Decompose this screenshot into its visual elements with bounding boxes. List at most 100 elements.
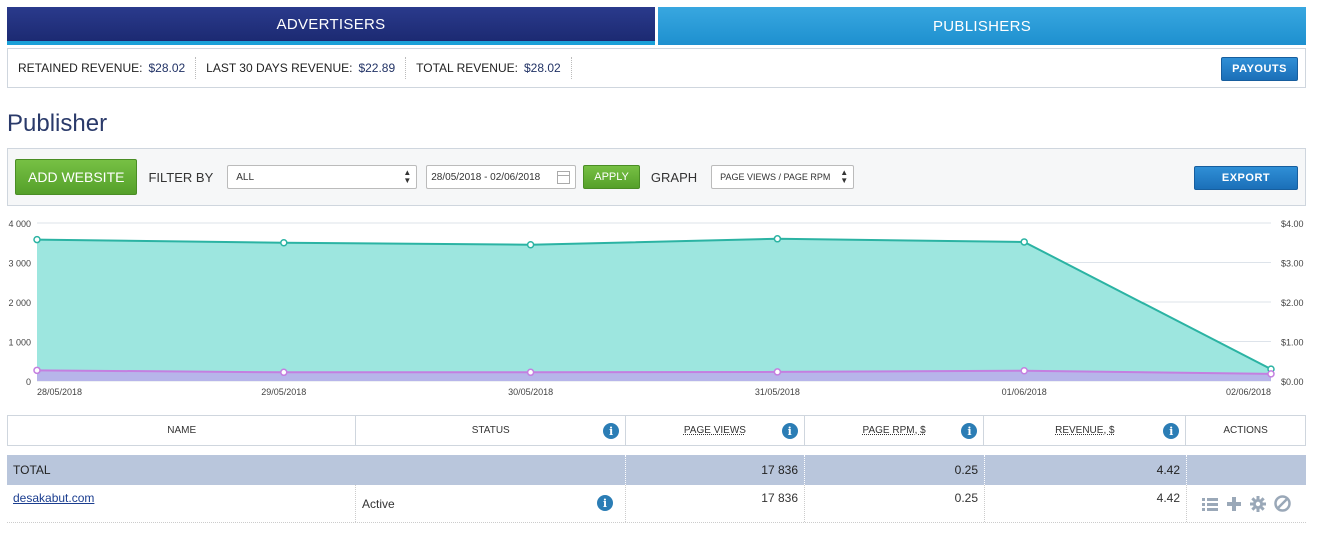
y-right-tick-label: $3.00 xyxy=(1281,259,1304,269)
page-rpm-point xyxy=(33,366,41,375)
graph-select[interactable]: PAGE VIEWS / PAGE RPM ▲ ▼ xyxy=(711,165,855,189)
info-icon[interactable]: i xyxy=(781,423,798,439)
site-link[interactable]: desakabut.com xyxy=(13,491,95,505)
page-views-chart: 0 1 000 2 000 3 000 4 000 $0.00 $1.00 $2.00 $3.0… xyxy=(8,219,1304,397)
last-30-days-revenue: LAST 30 DAYS REVENUE: $22.89 xyxy=(196,57,407,79)
page-views-point xyxy=(33,235,41,244)
tab-publishers[interactable]: PUBLISHERS xyxy=(658,7,1306,45)
filter-toolbar: ADD WEBSITE FILTER BY ALL ▲ ▼ 28/05/2018 … xyxy=(7,148,1306,206)
plus-icon[interactable] xyxy=(1226,496,1242,512)
col-page-rpm-label: PAGE RPM, $ xyxy=(862,425,926,436)
page-views-area xyxy=(37,238,1271,381)
tab-advertisers[interactable]: ADVERTISERS xyxy=(7,7,655,45)
total-page-views: 17 836 xyxy=(626,455,805,485)
filter-select[interactable]: ALL ▲ ▼ xyxy=(227,165,418,189)
revenue-cell: 4.42 xyxy=(985,485,1187,522)
col-actions-label: ACTIONS xyxy=(1223,425,1268,436)
info-icon[interactable]: i xyxy=(961,423,978,439)
last-30-days-revenue-value: $22.89 xyxy=(358,61,396,75)
total-revenue-label: TOTAL REVENUE: xyxy=(416,61,518,75)
page-views-point xyxy=(280,239,288,247)
total-actions xyxy=(1187,455,1306,485)
x-tick-label: 28/05/2018 xyxy=(37,387,82,397)
total-row: TOTAL 17 836 0.25 4.42 xyxy=(7,455,1306,485)
calendar-icon[interactable] xyxy=(557,171,571,184)
x-tick-label: 01/06/2018 xyxy=(1002,387,1047,397)
date-range-value: 28/05/2018 - 02/06/2018 xyxy=(431,171,541,183)
payouts-button[interactable]: PAYOUTS xyxy=(1221,57,1298,81)
page-rpm-point xyxy=(280,368,288,377)
total-revenue-value: $28.02 xyxy=(523,61,561,75)
y-left-tick-label: 0 xyxy=(26,377,31,387)
filter-by-label: FILTER BY xyxy=(148,169,214,185)
retained-revenue-value: $28.02 xyxy=(148,61,186,75)
actions-cell xyxy=(1187,485,1306,522)
y-right-tick-label: $2.00 xyxy=(1281,298,1304,308)
main-tabs: ADVERTISERS PUBLISHERS xyxy=(7,7,1306,45)
date-range-input[interactable]: 28/05/2018 - 02/06/2018 xyxy=(426,165,577,189)
page-rpm-cell: 0.25 xyxy=(805,485,985,522)
col-page-rpm-header[interactable]: PAGE RPM, $ i xyxy=(805,416,985,445)
page-views-value: 17 836 xyxy=(761,491,798,505)
filter-select-value: ALL xyxy=(236,171,255,183)
page-rpm-point xyxy=(1267,370,1275,378)
col-page-views-label: PAGE VIEWS xyxy=(683,425,746,436)
export-button[interactable]: EXPORT xyxy=(1194,166,1298,190)
col-name-label: NAME xyxy=(167,425,197,436)
col-actions-header: ACTIONS xyxy=(1186,416,1305,445)
page-views-cell: 17 836 xyxy=(626,485,805,522)
last-30-days-revenue-label: LAST 30 DAYS REVENUE: xyxy=(206,61,353,75)
site-name-cell: desakabut.com xyxy=(7,485,356,522)
col-status-header[interactable]: STATUS i xyxy=(356,416,627,445)
col-revenue-label: REVENUE, $ xyxy=(1055,425,1115,436)
retained-revenue: RETAINED REVENUE: $28.02 xyxy=(8,57,197,79)
total-page-rpm: 0.25 xyxy=(805,455,985,485)
page-title: Publisher xyxy=(7,110,108,137)
y-left-tick-label: 4 000 xyxy=(8,219,31,229)
page-rpm-point xyxy=(773,368,782,376)
x-tick-label: 31/05/2018 xyxy=(755,387,800,397)
total-label: TOTAL xyxy=(7,455,626,485)
list-icon[interactable] xyxy=(1202,497,1218,511)
y-right-tick-label: $4.00 xyxy=(1281,219,1304,229)
info-icon[interactable]: i xyxy=(603,423,620,439)
status-cell: Active i xyxy=(356,485,626,522)
info-icon[interactable]: i xyxy=(1163,423,1180,439)
total-revenue-cell: 4.42 xyxy=(985,455,1187,485)
x-tick-label: 30/05/2018 xyxy=(508,387,553,397)
info-icon[interactable]: i xyxy=(597,495,613,511)
page-rpm-point xyxy=(526,368,535,377)
gear-icon[interactable] xyxy=(1250,495,1266,512)
page-rpm-value: 0.25 xyxy=(954,491,978,505)
y-left-tick-label: 3 000 xyxy=(8,259,31,269)
y-left-tick-label: 1 000 xyxy=(8,338,31,348)
table-header: NAME STATUS i PAGE VIEWS i PAGE RPM, $ i RE… xyxy=(7,415,1306,446)
page-views-point xyxy=(773,235,782,243)
page-views-point xyxy=(1020,238,1028,246)
graph-select-value: PAGE VIEWS / PAGE RPM xyxy=(720,172,831,182)
publisher-table: NAME STATUS i PAGE VIEWS i PAGE RPM, $ i RE… xyxy=(7,415,1306,523)
updown-arrow-icon: ▲ ▼ xyxy=(403,168,412,185)
col-revenue-header[interactable]: REVENUE, $ i xyxy=(984,416,1187,445)
page-rpm-point xyxy=(1020,366,1028,375)
add-website-button[interactable]: ADD WEBSITE xyxy=(15,159,138,195)
x-tick-label: 02/06/2018 xyxy=(1226,387,1271,397)
revenue-summary-bar: RETAINED REVENUE: $28.02 LAST 30 DAYS RE… xyxy=(7,48,1306,88)
page-rpm-line xyxy=(36,369,1272,375)
page-views-line xyxy=(36,237,1272,371)
col-status-label: STATUS xyxy=(471,425,510,436)
page-views-point xyxy=(526,240,535,249)
revenue-value: 4.42 xyxy=(1156,491,1180,505)
y-right-tick-label: $1.00 xyxy=(1281,338,1304,348)
block-icon[interactable] xyxy=(1274,495,1291,512)
apply-button[interactable]: APPLY xyxy=(583,165,640,189)
table-row: desakabut.com Active i 17 836 0.25 4.42 xyxy=(7,485,1306,523)
status-badge: Active xyxy=(362,497,395,511)
y-left-tick-label: 2 000 xyxy=(8,298,31,308)
total-revenue: TOTAL REVENUE: $28.02 xyxy=(406,57,572,79)
col-page-views-header[interactable]: PAGE VIEWS i xyxy=(626,416,805,445)
x-tick-label: 29/05/2018 xyxy=(261,387,306,397)
col-name-header[interactable]: NAME xyxy=(8,416,357,445)
graph-label: GRAPH xyxy=(650,169,698,185)
y-right-tick-label: $0.00 xyxy=(1281,377,1304,387)
